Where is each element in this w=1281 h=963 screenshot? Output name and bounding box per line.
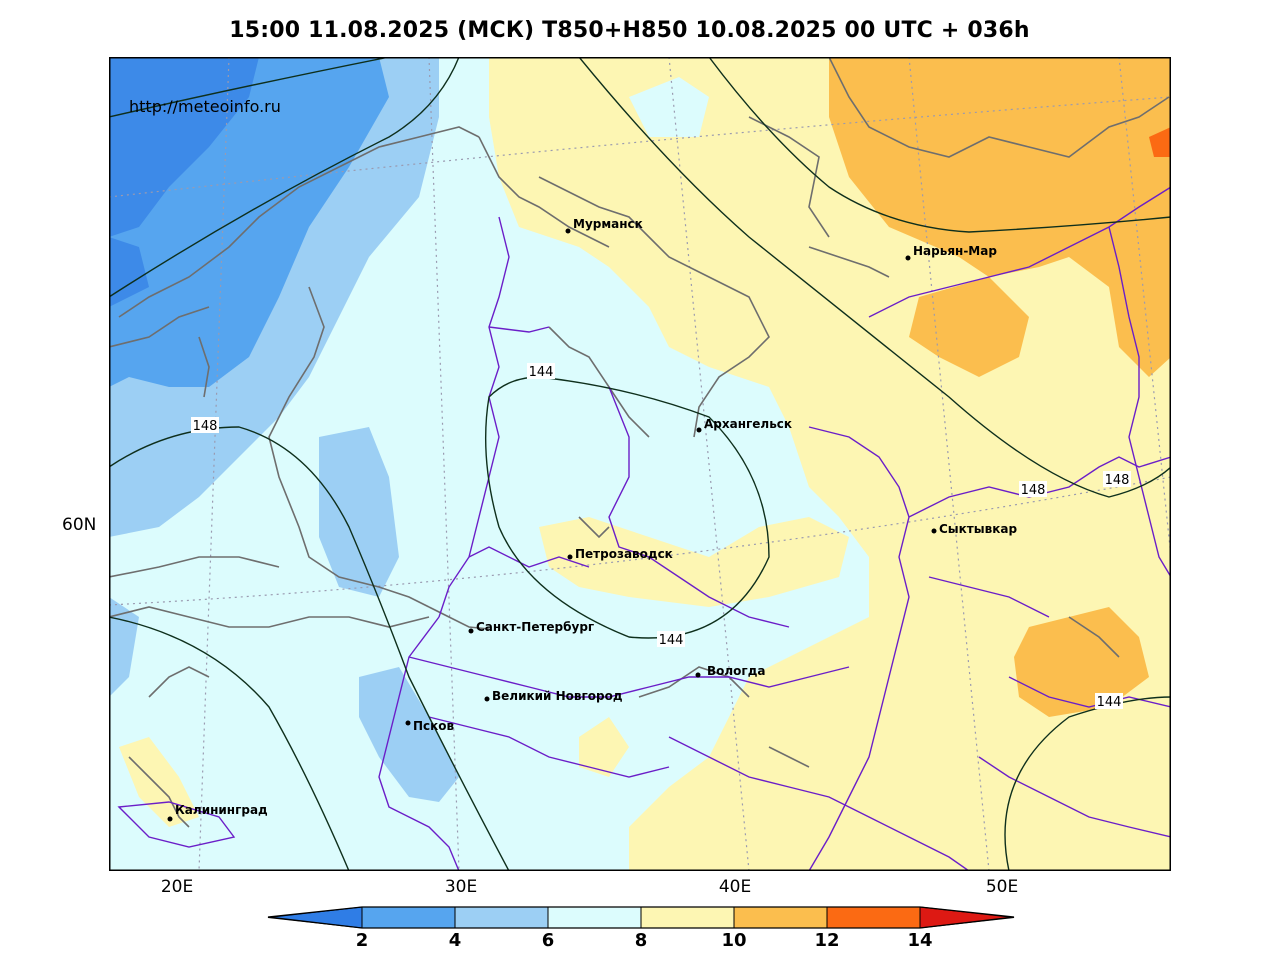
- map-title: 15:00 11.08.2025 (МСК) T850+H850 10.08.2…: [229, 18, 1030, 43]
- colorbar-tick-2: 2: [355, 930, 369, 951]
- contour-label: 148: [1021, 483, 1046, 498]
- colorbar-cell: [267, 906, 363, 929]
- city-label-vologda: Вологда: [707, 664, 765, 678]
- colorbar-tick-12: 12: [814, 930, 840, 951]
- field-light-blue-pskov: [359, 667, 459, 802]
- contour-label: 144: [659, 633, 684, 648]
- lon-label-20e: 20E: [160, 877, 194, 897]
- lon-label-40e: 40E: [718, 877, 752, 897]
- city-label-petrozavodsk: Петрозаводск: [575, 547, 673, 561]
- city-label-murmansk: Мурманск: [573, 217, 643, 231]
- colorbar-cell: [547, 906, 642, 929]
- colorbar-cell: [919, 906, 1015, 929]
- city-marker: [905, 255, 911, 261]
- colorbar-tick-4: 4: [448, 930, 462, 951]
- colorbar-cell: [454, 906, 549, 929]
- field-yellow-west: [579, 717, 629, 777]
- colorbar-tick-10: 10: [721, 930, 747, 951]
- contour-label: 148: [193, 419, 218, 434]
- coastlines: [109, 57, 1170, 828]
- contour-label: 148: [1105, 473, 1130, 488]
- lat-label-60n: 60N: [62, 515, 97, 535]
- colorbar-tick-6: 6: [541, 930, 555, 951]
- city-label-syktyvkar: Сыктывкар: [939, 522, 1017, 536]
- city-label-pskov: Псков: [413, 719, 455, 733]
- graticule: [109, 57, 1171, 871]
- city-marker: [405, 720, 411, 726]
- colorbar-tick-8: 8: [634, 930, 648, 951]
- map-frame: [109, 57, 1171, 871]
- city-marker: [484, 696, 490, 702]
- field-cyan-pocket: [629, 77, 709, 137]
- city-marker: [695, 672, 701, 678]
- field-orange-3: [1014, 607, 1149, 717]
- city-label-saint-petersburg: Санкт-Петербург: [476, 620, 594, 634]
- colorbar-outline: [267, 906, 1015, 929]
- cities: Мурманск Нарьян-Мар Архангельск Сыктывка…: [167, 217, 1017, 822]
- city-marker: [167, 816, 173, 822]
- colorbar-cell: [640, 906, 735, 929]
- field-orange: [829, 57, 1171, 377]
- field-deep-blue-2: [109, 237, 149, 307]
- colorbar-cell: [361, 906, 456, 929]
- city-label-kaliningrad: Калининград: [175, 803, 268, 817]
- city-label-veliky-novgorod: Великий Новгород: [492, 689, 623, 703]
- site-watermark: http://meteoinfo.ru: [129, 97, 281, 116]
- contour-label-group: 148 144 144 148 148 144: [191, 363, 1131, 710]
- city-marker: [468, 628, 474, 634]
- colorbar: [267, 906, 1015, 929]
- city-label-naryan-mar: Нарьян-Мар: [913, 244, 997, 258]
- colorbar-cell: [826, 906, 921, 929]
- lon-label-30e: 30E: [444, 877, 478, 897]
- city-marker: [696, 427, 702, 433]
- contour-label: 144: [1097, 695, 1122, 710]
- field-red-orange: [1149, 127, 1171, 157]
- weather-map: 148 144 144 148 148 144 http://meteoinfo…: [109, 57, 1171, 871]
- city-label-arkhangelsk: Архангельск: [704, 417, 792, 431]
- colorbar-tick-14: 14: [907, 930, 933, 951]
- field-orange-2: [909, 277, 1029, 377]
- city-marker: [565, 228, 571, 234]
- city-marker: [931, 528, 937, 534]
- city-marker: [567, 554, 573, 560]
- field-deep-blue: [109, 57, 259, 237]
- lon-label-50e: 50E: [985, 877, 1019, 897]
- contour-label: 144: [529, 365, 554, 380]
- field-light-blue-3: [319, 427, 399, 597]
- colorbar-cell: [733, 906, 828, 929]
